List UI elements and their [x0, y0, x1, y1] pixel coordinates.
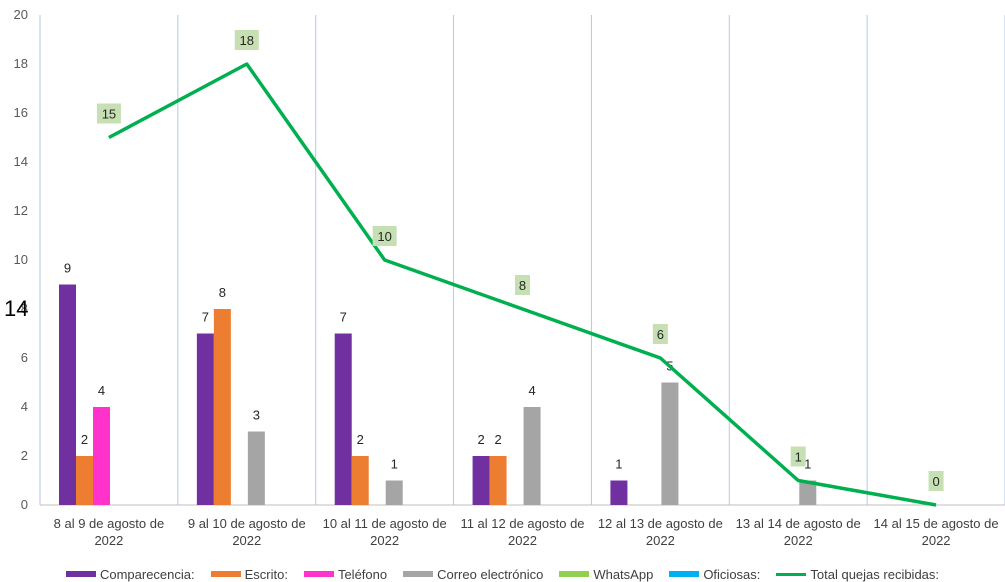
line-data-label: 18 — [240, 33, 254, 48]
line-data-label: 8 — [519, 278, 526, 293]
bar — [76, 456, 93, 505]
x-tick-label: 2022 — [922, 533, 951, 548]
legend-item: Teléfono — [303, 566, 388, 582]
x-tick-label: 11 al 12 de agosto de — [460, 516, 584, 531]
legend-label: Total quejas recibidas: — [810, 566, 940, 582]
bar — [351, 456, 369, 505]
bar — [247, 431, 265, 505]
bar-data-label: 2 — [357, 432, 364, 447]
bar — [196, 333, 214, 505]
legend-item: Oficiosas: — [669, 566, 760, 582]
y-axis: 0 2 4 6 8 10 12 14 16 18 20 — [14, 7, 28, 512]
bar — [93, 407, 110, 505]
bar-data-label: 1 — [391, 457, 398, 472]
x-tick-label: 12 al 13 de agosto de — [598, 516, 723, 531]
bar-data-label: 2 — [81, 432, 88, 447]
y-tick-label: 10 — [14, 252, 28, 267]
bar-data-label: 1 — [615, 457, 622, 472]
bar — [661, 382, 679, 505]
legend-label: Comparecencia: — [99, 566, 195, 582]
line-data-label: 10 — [377, 229, 391, 244]
bar-data-label: 8 — [219, 285, 226, 300]
x-tick-label: 2022 — [646, 533, 675, 548]
y-tick-label: 16 — [14, 105, 28, 120]
y-tick-label: 12 — [14, 203, 28, 218]
legend-label: WhatsApp — [593, 566, 654, 582]
bar — [610, 480, 628, 505]
x-tick-label: 10 al 11 de agosto de — [323, 516, 447, 531]
y-tick-label: 4 — [21, 399, 28, 414]
total-series-line — [108, 62, 937, 507]
legend-item: Correo electrónico — [403, 566, 543, 582]
y-tick-label: 18 — [14, 56, 28, 71]
line-data-label-bg — [515, 275, 530, 295]
legend-swatch — [210, 571, 241, 577]
legend-swatch — [403, 571, 434, 577]
x-tick-label: 2022 — [232, 533, 261, 548]
bar — [799, 480, 817, 505]
legend-swatch — [303, 571, 334, 577]
x-tick-label: 2022 — [508, 533, 537, 548]
line-data-label-bg — [928, 471, 944, 491]
line-data-label-bg — [234, 30, 259, 50]
legend-swatch — [65, 571, 96, 577]
bar — [385, 480, 403, 505]
line-data-label: 1 — [795, 450, 802, 465]
x-tick-label: 2022 — [94, 533, 123, 548]
bar — [523, 407, 541, 505]
bars — [59, 284, 817, 505]
bar — [334, 333, 352, 505]
bar — [59, 284, 76, 505]
bar-data-label: 2 — [477, 432, 484, 447]
line-data-label-bg — [790, 446, 806, 467]
line-data-label: 0 — [932, 474, 939, 489]
bar — [489, 456, 507, 505]
bar-data-label: 2 — [494, 432, 501, 447]
legend-label: Correo electrónico — [437, 566, 544, 582]
x-tick-label: 14 al 15 de agosto de — [874, 516, 999, 531]
legend-label: Escrito: — [244, 566, 288, 582]
line-data-label-bg — [372, 226, 397, 246]
bar-data-label: 7 — [340, 310, 347, 325]
bar — [213, 309, 231, 505]
legend-swatch — [776, 572, 807, 576]
line-data-label: 6 — [657, 327, 664, 342]
legend-item: WhatsApp — [559, 566, 653, 582]
bar-data-label: 3 — [253, 408, 260, 423]
stray-number: 14 — [4, 296, 29, 321]
legend-label: Oficiosas: — [703, 566, 761, 582]
y-tick-label: 14 — [14, 154, 28, 169]
line-data-label: 15 — [102, 107, 116, 122]
legend: Comparecencia: Escrito: Teléfono Correo ele… — [0, 566, 1005, 582]
x-axis: 8 al 9 de agosto de 2022 9 al 10 de agosto… — [54, 516, 999, 548]
legend-label: Teléfono — [337, 566, 388, 582]
y-tick-label: 8 — [21, 301, 28, 316]
legend-swatch — [559, 571, 590, 577]
bar-data-label: 9 — [64, 261, 71, 276]
bar-data-label: 4 — [528, 383, 535, 398]
legend-item: Escrito: — [210, 566, 288, 582]
x-tick-label: 9 al 10 de agosto de — [188, 516, 306, 531]
bar-data-label: 4 — [98, 383, 105, 398]
x-tick-label: 8 al 9 de agosto de — [54, 516, 165, 531]
x-tick-label: 2022 — [784, 533, 813, 548]
line-data-label-bg — [652, 324, 668, 344]
y-tick-label: 6 — [21, 350, 28, 365]
y-tick-label: 2 — [21, 448, 28, 463]
grid — [39, 15, 1005, 506]
legend-item: Total quejas recibidas: — [776, 566, 939, 582]
y-tick-label: 0 — [21, 497, 28, 512]
line-data-label-bg — [96, 103, 121, 124]
y-tick-label: 20 — [14, 7, 28, 22]
bar-data-label: 1 — [804, 457, 811, 472]
bar — [472, 456, 490, 505]
legend-swatch — [669, 571, 700, 577]
x-tick-label: 2022 — [370, 533, 399, 548]
legend-item: Comparecencia: — [65, 566, 195, 582]
x-tick-label: 13 al 14 de agosto de — [736, 516, 861, 531]
bar-data-label: 7 — [202, 310, 209, 325]
